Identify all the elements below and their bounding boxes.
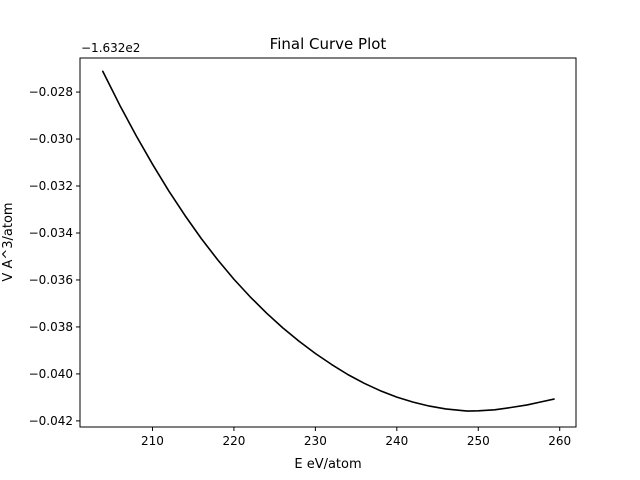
x-tick-label: 220 <box>222 434 245 448</box>
plot-area <box>80 58 576 427</box>
y-tick-label: −0.040 <box>29 367 73 381</box>
y-tick-label: −0.036 <box>29 273 73 287</box>
y-tick-label: −0.032 <box>29 179 73 193</box>
y-tick-label: −0.042 <box>29 414 73 428</box>
x-tick-label: 210 <box>141 434 164 448</box>
x-axis-label: E eV/atom <box>294 457 361 472</box>
series-line-0 <box>102 70 555 412</box>
y-offset-label: −1.632e2 <box>81 41 140 55</box>
plot-frame <box>79 57 577 428</box>
y-tick-label: −0.038 <box>29 320 73 334</box>
y-tick-label: −0.028 <box>29 85 73 99</box>
x-tick-label: 260 <box>548 434 571 448</box>
x-axis-ticks: 210 220 230 240 250 260 <box>141 427 571 448</box>
x-tick-label: 240 <box>385 434 408 448</box>
y-axis-label: V A^3/atom <box>1 202 16 281</box>
y-tick-label: −0.034 <box>29 226 73 240</box>
series-layer <box>102 70 555 412</box>
y-axis-ticks: −0.028 −0.030 −0.032 −0.034 −0.036 −0.038 −0.0… <box>29 85 80 428</box>
x-tick-label: 250 <box>467 434 490 448</box>
chart-title: Final Curve Plot <box>270 35 387 53</box>
y-tick-label: −0.030 <box>29 132 73 146</box>
x-tick-label: 230 <box>304 434 327 448</box>
